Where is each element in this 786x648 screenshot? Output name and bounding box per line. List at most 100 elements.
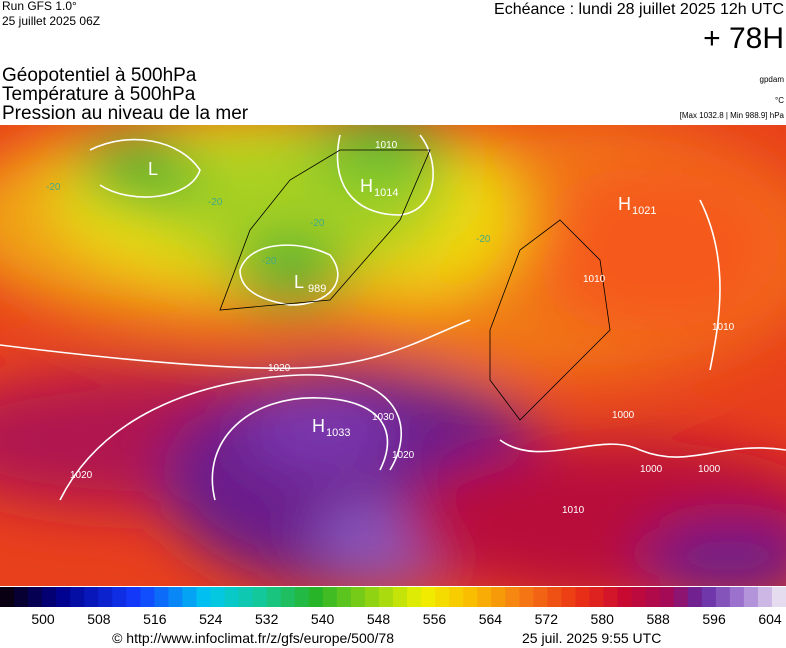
field: Température à 500hPa — [2, 84, 196, 105]
colorbar-label: 572 — [535, 611, 559, 627]
isobar-label: 1000 — [612, 410, 635, 421]
colorbar-swatch — [505, 587, 520, 607]
isobar-label: 1020 — [268, 363, 291, 374]
isobar-label: 1010 — [583, 274, 606, 285]
temperature-label: -20 — [310, 218, 325, 229]
pressure-center: H — [360, 176, 373, 196]
colorbar-swatch — [0, 587, 15, 607]
pressure-center: H — [618, 194, 631, 214]
run-date: 25 juillet 2025 06Z — [2, 14, 100, 28]
pressure-range: [Max 1032.8 | Min 988.9] hPa — [680, 111, 785, 120]
colorbar-swatch — [364, 587, 380, 607]
colorbar-swatch — [210, 587, 226, 607]
colorbar-swatch — [743, 587, 759, 607]
isobar-label: 1010 — [375, 140, 398, 151]
pressure-value: 1014 — [374, 187, 398, 199]
colorbar-swatch — [126, 587, 141, 607]
colorbar-swatch — [393, 587, 408, 607]
temperature-label: -20 — [476, 234, 491, 245]
footer-time: 25 juil. 2025 9:55 UTC — [522, 630, 661, 646]
colorbar-swatch — [154, 587, 169, 607]
colorbar-swatch — [280, 587, 296, 607]
colorbar-swatch — [308, 587, 324, 607]
colorbar-label: 508 — [87, 611, 111, 627]
field: Pression au niveau de la mer — [2, 103, 249, 124]
isobar-label: 1000 — [698, 464, 721, 475]
colorbar-swatch — [84, 587, 99, 607]
colorbar-label: 604 — [758, 611, 782, 627]
colorbar-swatch — [631, 587, 647, 607]
colorbar-label: 532 — [255, 611, 279, 627]
colorbar-swatch — [336, 587, 352, 607]
colorbar-swatch — [533, 587, 548, 607]
colorbar-swatch — [589, 587, 605, 607]
colorbar-swatch — [28, 587, 43, 607]
colorbar-swatch — [463, 587, 478, 607]
colorbar-swatch — [182, 587, 197, 607]
colorbar-swatch — [617, 587, 633, 607]
colorbar-swatch — [645, 587, 661, 607]
pressure-value: 989 — [308, 283, 326, 295]
colorbar-swatch — [547, 587, 562, 607]
colorbar-swatch — [168, 587, 183, 607]
colorbar-label: 500 — [31, 611, 55, 627]
unit: °C — [775, 96, 784, 105]
temperature-label: -20 — [46, 182, 61, 193]
colorbar-swatch — [421, 587, 436, 607]
colorbar-swatch — [70, 587, 85, 607]
colorbar-swatch — [477, 587, 492, 607]
pressure-center: L — [294, 272, 304, 292]
temperature-label: -20 — [208, 197, 223, 208]
colorbar-swatch — [407, 587, 422, 607]
colorbar-swatch — [771, 587, 786, 607]
colorbar-swatch — [294, 587, 310, 607]
pressure-center: H — [312, 416, 325, 436]
colorbar-swatch — [701, 587, 717, 607]
field: Géopotentiel à 500hPa — [2, 65, 197, 86]
colorbar-swatch — [350, 587, 366, 607]
colorbar-swatch — [196, 587, 212, 607]
colorbar-swatch — [491, 587, 506, 607]
isobar-label: 1020 — [392, 450, 415, 461]
colorbar-swatch — [224, 587, 240, 607]
colorbar-swatch — [42, 587, 57, 607]
lead-time: + 78H — [703, 22, 784, 55]
footer-url: © http://www.infoclimat.fr/z/gfs/europe/… — [112, 630, 394, 646]
colorbar-label: 556 — [423, 611, 447, 627]
colorbar-swatch — [729, 587, 745, 607]
colorbar-label: 588 — [646, 611, 670, 627]
colorbar-label: 548 — [367, 611, 391, 627]
isobar-label: 1010 — [562, 505, 585, 516]
echeance: Echéance : lundi 28 juillet 2025 12h UTC — [494, 1, 784, 18]
colorbar-swatch — [252, 587, 268, 607]
colorbar-label: 516 — [143, 611, 167, 627]
colorbar-swatch — [322, 587, 338, 607]
colorbar-swatch — [435, 587, 450, 607]
colorbar-swatch — [266, 587, 282, 607]
colorbar-swatch — [238, 587, 254, 607]
colorbar-swatch — [757, 587, 773, 607]
unit: gpdam — [760, 75, 785, 84]
isobar-label: 1010 — [712, 322, 735, 333]
colorbar-swatch — [575, 587, 590, 607]
isobar-label: 1020 — [70, 470, 93, 481]
colorbar-swatch — [98, 587, 113, 607]
pressure-value: 1021 — [632, 205, 656, 217]
colorbar-swatch — [673, 587, 689, 607]
colorbar-swatch — [112, 587, 127, 607]
isobar-label: 1030 — [372, 412, 395, 423]
colorbar-swatch — [56, 587, 71, 607]
temperature-label: -20 — [262, 256, 277, 267]
colorbar-swatch — [449, 587, 464, 607]
isobar-label: 1000 — [640, 464, 663, 475]
colorbar-swatch — [378, 587, 394, 607]
colorbar-swatch — [687, 587, 703, 607]
colorbar-swatch — [603, 587, 619, 607]
colorbar-swatch — [519, 587, 534, 607]
colorbar-swatch — [561, 587, 576, 607]
pressure-value: 1033 — [326, 427, 350, 439]
run: Run GFS 1.0° — [2, 0, 77, 13]
colorbar-label: 540 — [311, 611, 335, 627]
